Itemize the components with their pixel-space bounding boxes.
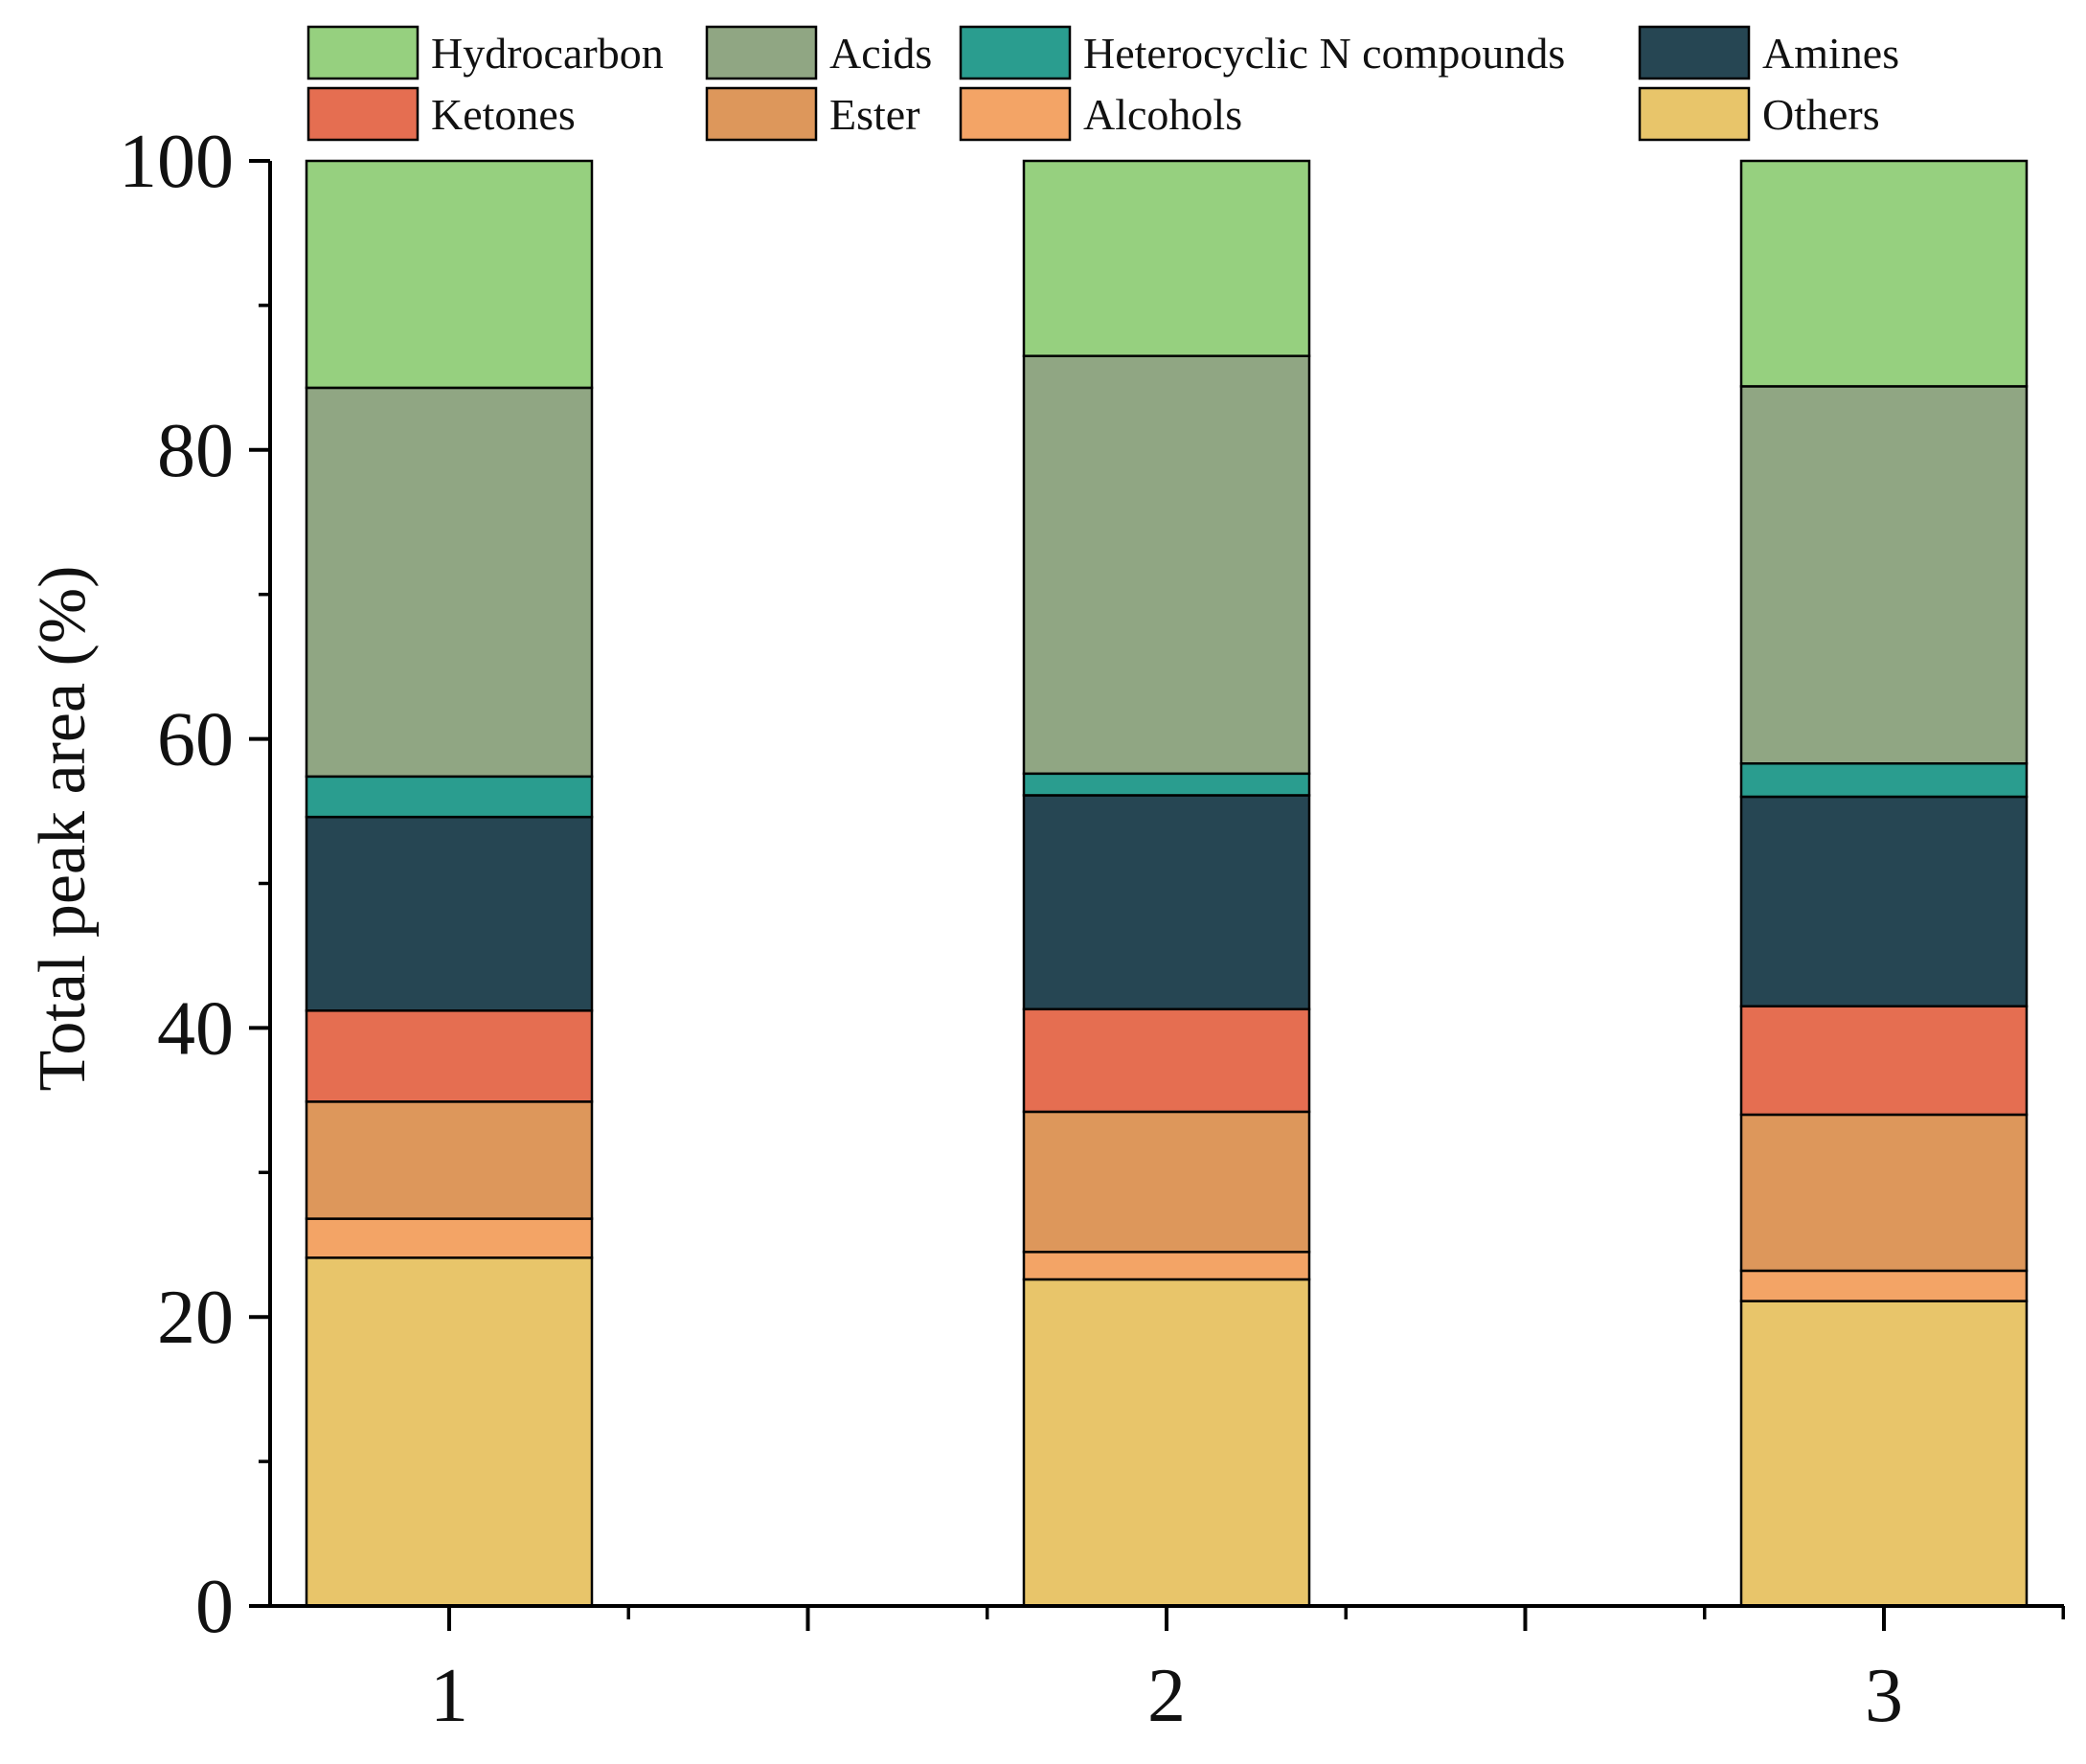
legend-swatch-alcohols — [959, 86, 1072, 142]
bar-segment-acids-2 — [1022, 354, 1311, 776]
bar-segment-others-3 — [1739, 1300, 2029, 1608]
legend-swatch-ester — [705, 86, 818, 142]
bar-segment-ester-3 — [1739, 1113, 2029, 1273]
legend-label-amines: Amines — [1762, 29, 1899, 78]
y-axis-title: Total peak area (%) — [26, 566, 100, 1092]
bar-segment-others-1 — [305, 1256, 594, 1608]
bar-segment-heterocyclic-n-compounds-1 — [305, 775, 594, 819]
legend-label-hydrocarbon: Hydrocarbon — [431, 29, 664, 78]
y-tick-label-20: 20 — [157, 1276, 234, 1360]
y-tick-label-0: 0 — [195, 1565, 234, 1649]
x-tick-label-2: 2 — [1147, 1654, 1186, 1738]
bar-segment-hydrocarbon-3 — [1739, 159, 2029, 388]
legend-swatch-amines — [1638, 25, 1751, 80]
bar-segment-amines-1 — [305, 815, 594, 1012]
bar-segment-others-2 — [1022, 1278, 1311, 1608]
bar-segment-amines-3 — [1739, 795, 2029, 1008]
legend-label-others: Others — [1762, 90, 1880, 139]
legend-label-alcohols: Alcohols — [1083, 90, 1242, 139]
legend-label-heterocyclic-n-compounds: Heterocyclic N compounds — [1083, 29, 1565, 78]
legend: Hydrocarbon Acids Heterocyclic N compounds… — [306, 25, 1899, 142]
legend-swatch-others — [1638, 86, 1751, 142]
bar-segment-amines-2 — [1022, 794, 1311, 1011]
bar-segment-alcohols-2 — [1022, 1251, 1311, 1281]
legend-label-ester: Ester — [829, 90, 920, 139]
bar-segment-heterocyclic-n-compounds-2 — [1022, 772, 1311, 797]
y-tick-label-60: 60 — [157, 698, 234, 782]
y-tick-label-100: 100 — [119, 120, 234, 204]
bar-segment-heterocyclic-n-compounds-3 — [1739, 762, 2029, 799]
legend-swatch-ketones — [306, 86, 419, 142]
bars-group — [305, 159, 2029, 1608]
y-tick-label-80: 80 — [157, 409, 234, 493]
bar-segment-alcohols-1 — [305, 1217, 594, 1259]
bar-segment-alcohols-3 — [1739, 1269, 2029, 1302]
legend-label-acids: Acids — [829, 29, 932, 78]
bar-segment-ester-1 — [305, 1100, 594, 1220]
y-tick-label-40: 40 — [157, 986, 234, 1071]
bar-segment-ketones-1 — [305, 1009, 594, 1103]
bar-segment-acids-1 — [305, 386, 594, 779]
legend-swatch-hydrocarbon — [306, 25, 419, 80]
bar-segment-ketones-3 — [1739, 1005, 2029, 1117]
bar-segment-acids-3 — [1739, 385, 2029, 765]
bar-segment-hydrocarbon-2 — [1022, 159, 1311, 357]
legend-label-ketones: Ketones — [431, 90, 576, 139]
legend-swatch-acids — [705, 25, 818, 80]
x-tick-label-3: 3 — [1865, 1654, 1903, 1738]
x-tick-label-1: 1 — [430, 1654, 468, 1738]
bar-segment-hydrocarbon-1 — [305, 159, 594, 390]
bar-segment-ketones-2 — [1022, 1007, 1311, 1114]
legend-swatch-heterocyclic-n-compounds — [959, 25, 1072, 80]
axes-group: 0 20 40 60 80 100 1 2 3 — [119, 120, 2065, 1738]
bar-segment-ester-2 — [1022, 1110, 1311, 1254]
